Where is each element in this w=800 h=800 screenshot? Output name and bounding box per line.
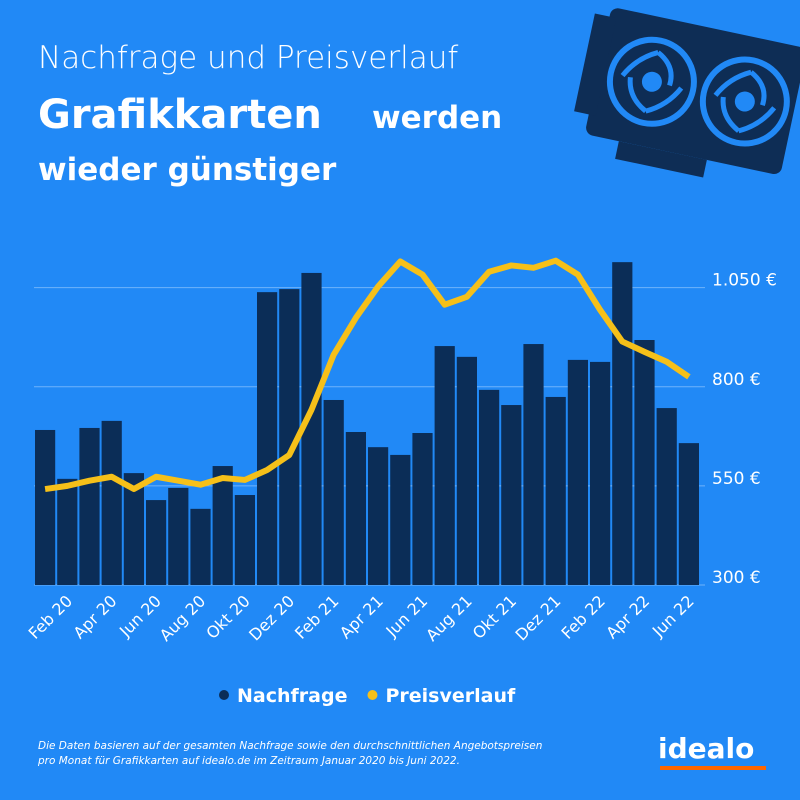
bar	[168, 487, 189, 585]
bar	[146, 500, 167, 585]
bar	[279, 289, 300, 585]
bar	[123, 473, 144, 585]
footnote: Die Daten basieren auf der gesamten Nach…	[38, 740, 542, 752]
y-tick-label: 300 €	[712, 568, 761, 588]
bar	[323, 399, 344, 585]
bar	[590, 361, 611, 585]
bar	[501, 405, 522, 585]
bar	[190, 508, 211, 585]
chart-title: Nachfrage und Preisverlauf	[38, 40, 458, 76]
bar	[412, 433, 433, 585]
bar	[479, 389, 500, 585]
bar	[612, 262, 633, 585]
legend-label: Preisverlauf	[385, 685, 516, 707]
bar	[79, 427, 100, 585]
logo: idealo	[658, 732, 754, 765]
bar	[545, 396, 566, 585]
y-tick-label: 550 €	[712, 469, 761, 489]
bar	[212, 466, 233, 585]
logo-underline	[660, 766, 766, 770]
bar	[634, 340, 655, 585]
legend-label: Nachfrage	[237, 685, 347, 707]
gpu-icon	[574, 8, 800, 178]
headline: werden	[372, 100, 502, 136]
bar	[434, 346, 455, 585]
y-tick-label: 1.050 €	[712, 271, 777, 291]
legend-marker	[219, 690, 229, 700]
bar	[101, 420, 122, 585]
legend-marker	[367, 690, 378, 700]
bar	[345, 432, 366, 585]
bar	[368, 447, 389, 585]
bar	[523, 344, 544, 585]
y-tick-label: 800 €	[712, 370, 761, 390]
bar	[57, 478, 78, 585]
headline: Grafikkarten	[38, 92, 322, 138]
line	[44, 257, 691, 493]
bar	[257, 292, 278, 585]
bar	[390, 454, 411, 585]
bar	[35, 429, 56, 585]
bar	[656, 408, 677, 585]
bar	[301, 272, 322, 585]
headline: wieder günstiger	[38, 152, 337, 188]
bar	[678, 443, 699, 585]
bar	[567, 359, 588, 585]
bar	[456, 356, 477, 585]
bar	[234, 495, 255, 585]
footnote: pro Monat für Grafikkarten auf idealo.de…	[37, 755, 460, 767]
